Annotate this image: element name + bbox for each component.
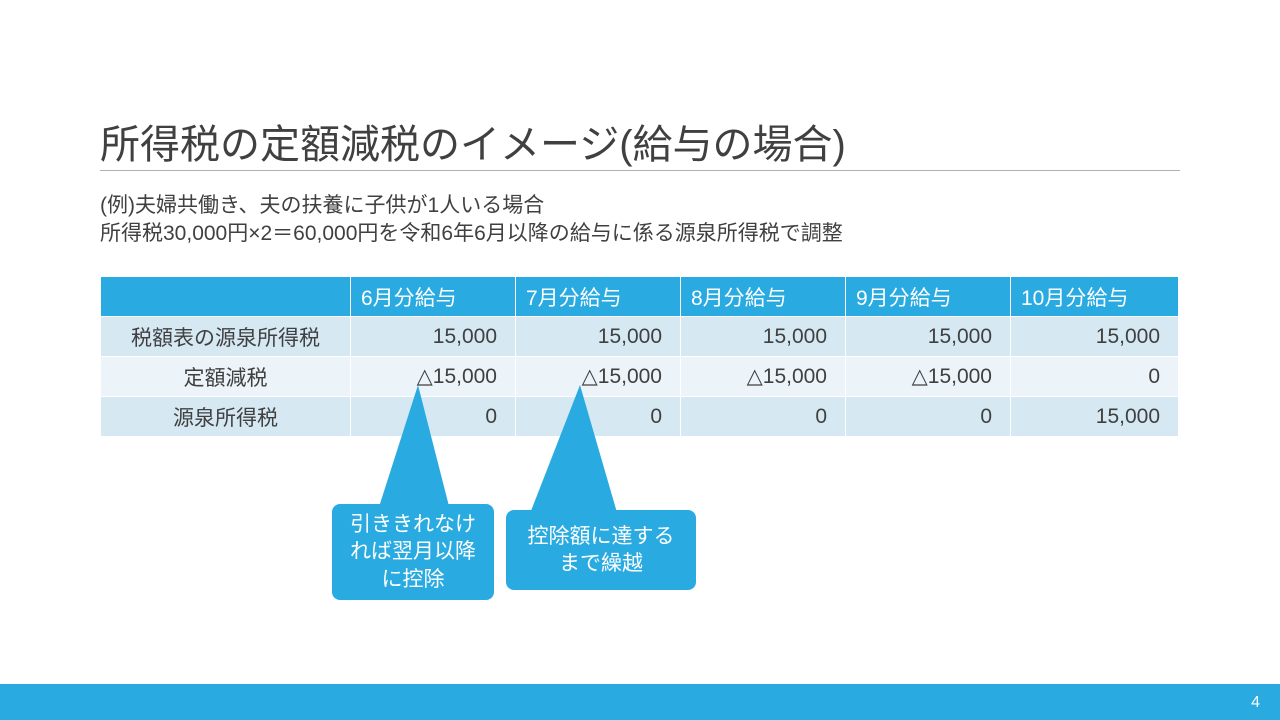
cell: △15,000 [846,357,1011,397]
callout-2-line: 控除額に達する [528,525,675,548]
callout-2-text: 控除額に達する まで繰越 [528,523,675,578]
cell: △15,000 [681,357,846,397]
cell: 0 [516,397,681,437]
page-number: 4 [1251,694,1260,712]
row-label: 定額減税 [101,357,351,397]
footer-bar [0,684,1280,720]
cell: 15,000 [1011,397,1179,437]
header-col: 10月分給与 [1011,277,1179,317]
table-header-row: 6月分給与 7月分給与 8月分給与 9月分給与 10月分給与 [101,277,1179,317]
callout-1-line: れば翌月以降 [350,540,476,563]
callout-1-line: 引ききれなけ [350,513,476,536]
callout-2: 控除額に達する まで繰越 [506,510,696,590]
cell: 0 [846,397,1011,437]
slide-title: 所得税の定額減税のイメージ(給与の場合) [100,112,846,170]
header-col: 8月分給与 [681,277,846,317]
cell: 15,000 [681,317,846,357]
cell: △15,000 [516,357,681,397]
row-label: 税額表の源泉所得税 [101,317,351,357]
callout-1-text: 引ききれなけ れば翌月以降 に控除 [350,511,476,593]
header-col: 6月分給与 [351,277,516,317]
header-col: 7月分給与 [516,277,681,317]
header-col: 9月分給与 [846,277,1011,317]
table-row: 源泉所得税 0 0 0 0 15,000 [101,397,1179,437]
subtitle-line-1: (例)夫婦共働き、夫の扶養に子供が1人いる場合 [100,194,544,217]
table-row: 定額減税 △15,000 △15,000 △15,000 △15,000 0 [101,357,1179,397]
header-blank [101,277,351,317]
cell: 15,000 [1011,317,1179,357]
row-label: 源泉所得税 [101,397,351,437]
cell: △15,000 [351,357,516,397]
tax-table: 6月分給与 7月分給与 8月分給与 9月分給与 10月分給与 税額表の源泉所得税… [100,276,1179,437]
subtitle-line-2: 所得税30,000円×2＝60,000円を令和6年6月以降の給与に係る源泉所得税… [100,222,843,245]
title-underline [100,170,1180,171]
cell: 15,000 [846,317,1011,357]
cell: 0 [681,397,846,437]
callout-1-line: に控除 [382,568,445,591]
cell: 15,000 [516,317,681,357]
cell: 15,000 [351,317,516,357]
callout-2-line: まで繰越 [559,552,643,575]
table-row: 税額表の源泉所得税 15,000 15,000 15,000 15,000 15… [101,317,1179,357]
slide-subtitle: (例)夫婦共働き、夫の扶養に子供が1人いる場合 所得税30,000円×2＝60,… [100,192,843,249]
callout-1: 引ききれなけ れば翌月以降 に控除 [332,504,494,600]
cell: 0 [1011,357,1179,397]
cell: 0 [351,397,516,437]
